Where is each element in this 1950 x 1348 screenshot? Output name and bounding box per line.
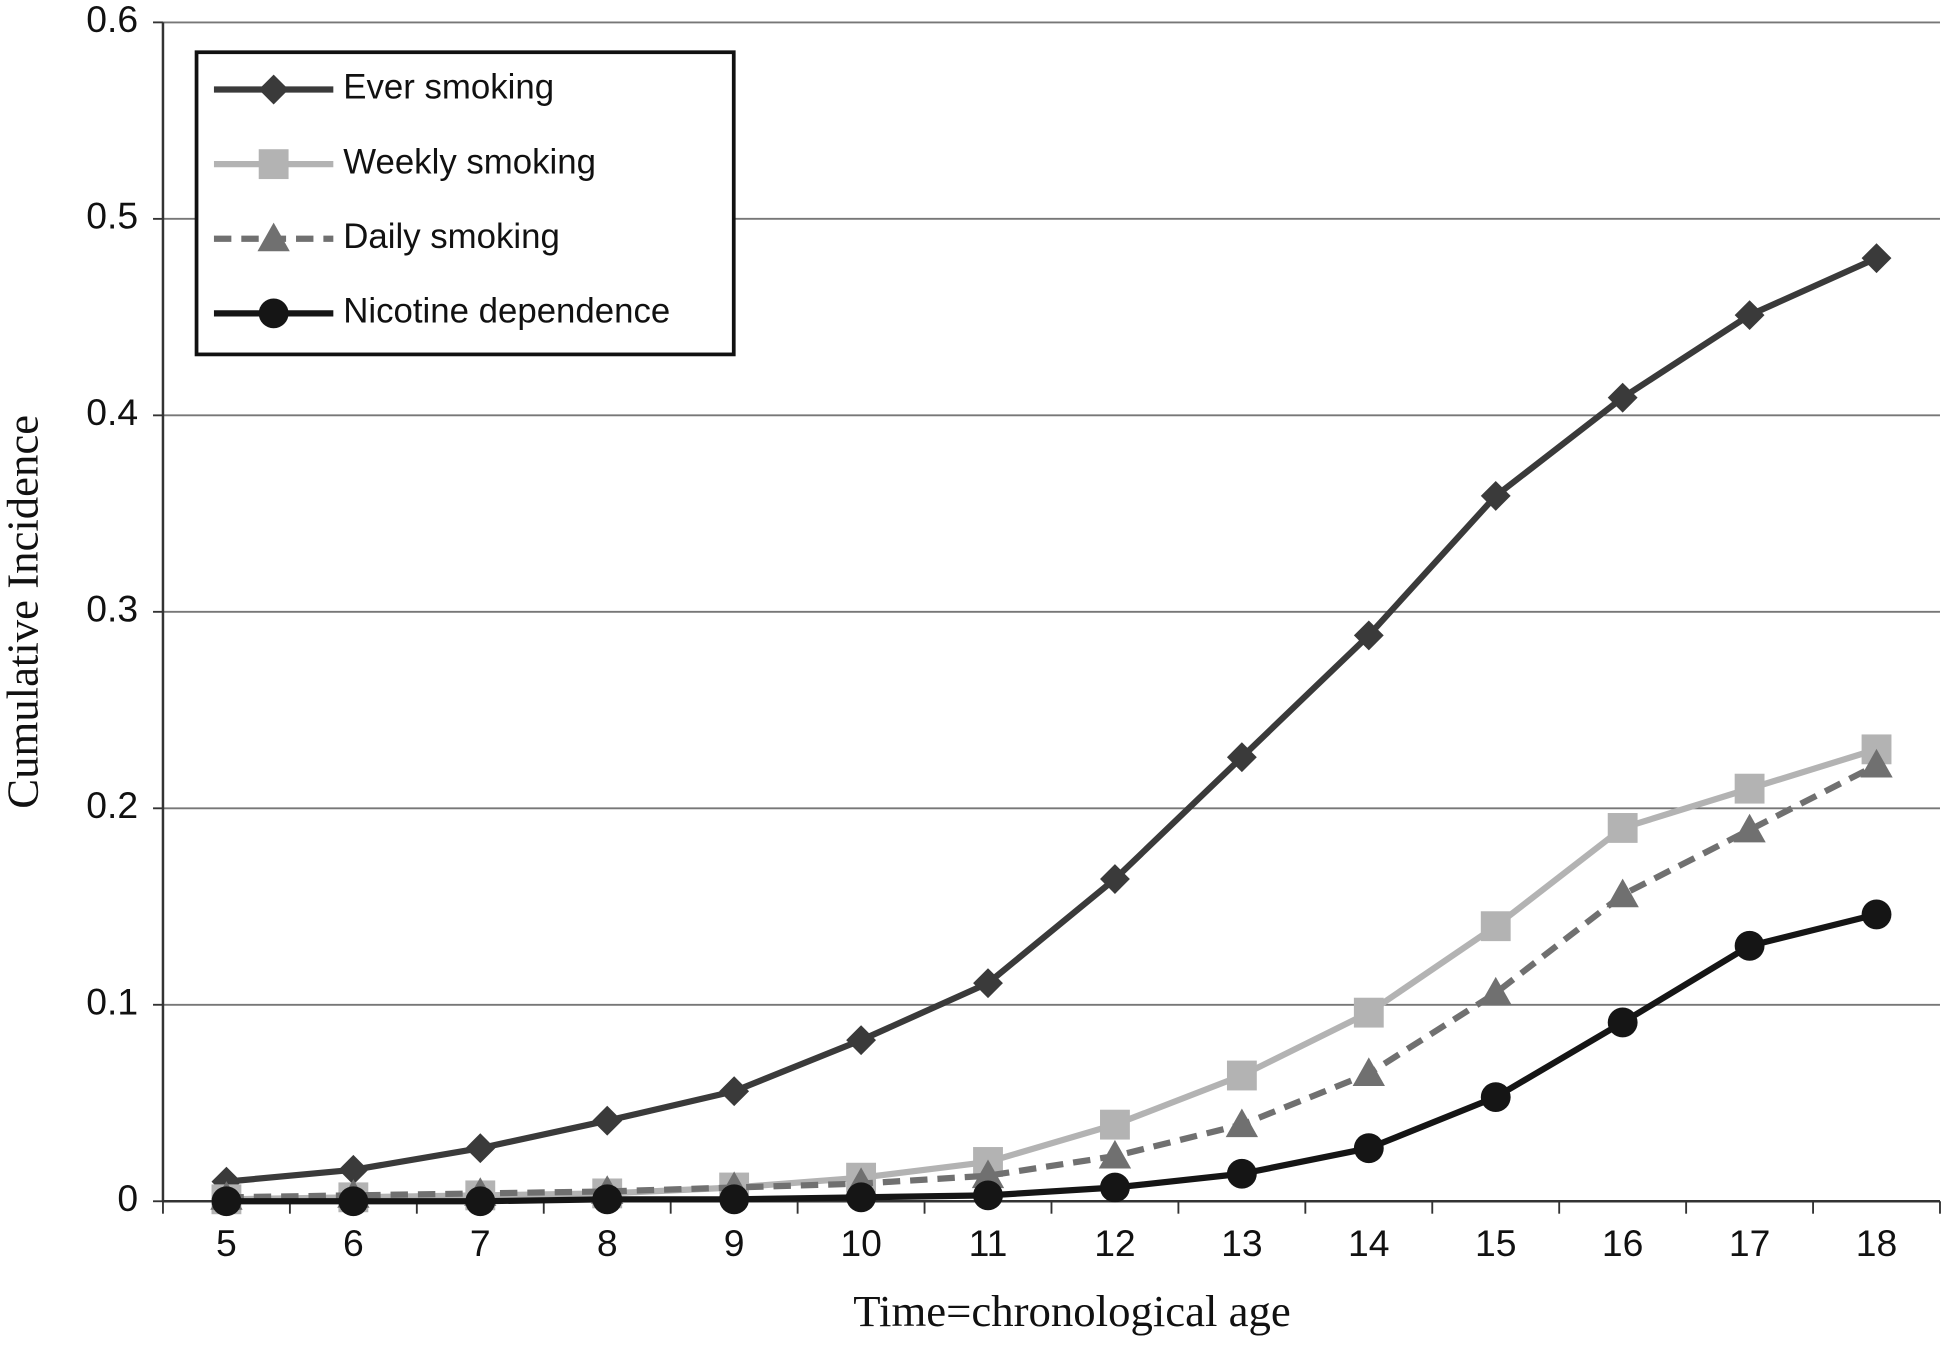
data-point [1226, 1158, 1257, 1189]
data-point [1860, 748, 1893, 778]
data-point [1861, 899, 1892, 930]
legend-label: Daily smoking [343, 217, 560, 256]
x-tick-label: 14 [1348, 1222, 1390, 1264]
data-point [592, 1184, 623, 1215]
x-tick-label: 11 [969, 1222, 1008, 1264]
x-tick-label: 18 [1856, 1222, 1898, 1264]
data-point [1353, 997, 1384, 1028]
data-point [1733, 813, 1766, 843]
data-point [1352, 1057, 1385, 1086]
data-point [1861, 243, 1892, 274]
x-tick-label: 10 [840, 1222, 881, 1264]
data-point [1226, 1060, 1257, 1091]
x-tick-label: 16 [1602, 1222, 1644, 1264]
x-tick-label: 17 [1729, 1222, 1771, 1264]
x-tick-label: 9 [724, 1222, 745, 1264]
data-point [719, 1076, 750, 1107]
data-point [1607, 1007, 1638, 1038]
x-axis-label: Time=chronological age [853, 1286, 1290, 1336]
data-point [338, 1186, 369, 1217]
data-point [1734, 773, 1765, 804]
data-point [1226, 742, 1257, 773]
legend-marker [258, 298, 289, 329]
x-tick-label: 5 [216, 1222, 237, 1264]
y-tick-label: 0.2 [86, 784, 138, 826]
data-point [846, 1025, 877, 1056]
x-tick-label: 12 [1094, 1222, 1136, 1264]
data-point [973, 1180, 1003, 1211]
x-tick-label: 6 [343, 1222, 364, 1264]
data-point [592, 1105, 623, 1136]
x-tick-label: 7 [470, 1222, 491, 1264]
x-tick-label: 8 [597, 1222, 618, 1264]
legend-marker [257, 222, 290, 252]
y-tick-label: 0.4 [86, 391, 138, 433]
y-tick-label: 0 [117, 1177, 138, 1219]
legend-box [194, 50, 736, 357]
y-tick-label: 0.3 [86, 588, 138, 630]
data-point [1480, 1082, 1511, 1113]
y-tick-label: 0.1 [86, 981, 138, 1023]
data-point [1480, 911, 1511, 942]
data-point [465, 1133, 496, 1164]
data-point [1480, 480, 1511, 511]
legend-label: Weekly smoking [343, 142, 596, 181]
data-point [971, 1159, 1005, 1189]
data-point [1479, 976, 1512, 1006]
legend-label: Nicotine dependence [343, 292, 670, 331]
data-point [1100, 1109, 1130, 1140]
data-point [846, 1182, 877, 1213]
y-tick-label: 0.5 [86, 195, 138, 237]
data-point [1225, 1108, 1259, 1138]
legend-marker [258, 149, 289, 180]
y-tick-label: 0.6 [86, 0, 138, 40]
data-point [1353, 620, 1384, 651]
data-point [1100, 864, 1130, 894]
data-point [1098, 1139, 1132, 1169]
data-point [1606, 878, 1639, 908]
legend-label: Ever smoking [343, 68, 554, 107]
data-point [1353, 1133, 1384, 1164]
data-point [1100, 1172, 1130, 1203]
data-point [1607, 813, 1638, 843]
data-point [973, 968, 1003, 999]
y-axis-label: Cumulative Incidence [0, 415, 48, 809]
data-point [465, 1186, 496, 1217]
series-line [226, 762, 1878, 1201]
data-point [1734, 930, 1765, 961]
x-tick-label: 13 [1221, 1222, 1263, 1264]
x-tick-label: 15 [1475, 1222, 1517, 1264]
series-line [226, 255, 1878, 1185]
data-point [211, 1186, 242, 1217]
data-point [338, 1154, 369, 1185]
data-point [719, 1184, 750, 1215]
series-line [226, 911, 1878, 1205]
